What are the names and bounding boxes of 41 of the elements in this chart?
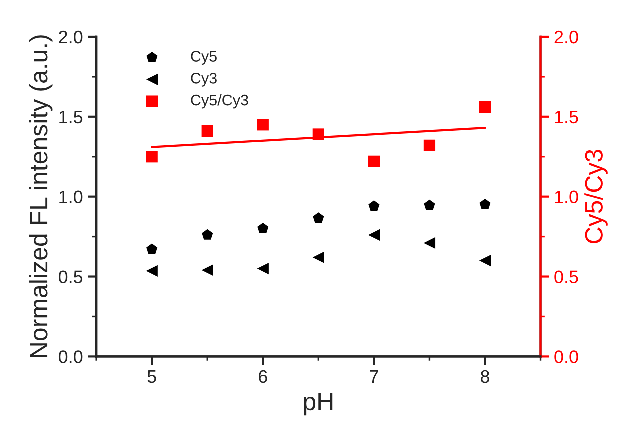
- y-axis-title: Normalized FL intensity (a.u.): [29, 36, 53, 358]
- point: [312, 128, 324, 140]
- x-tick-label: 7: [370, 370, 378, 383]
- point: [368, 200, 380, 212]
- point: [146, 151, 158, 163]
- point: [479, 102, 492, 114]
- x-axis-title: pH: [304, 393, 333, 416]
- y2-tick-label: 0.5: [554, 270, 578, 284]
- point: [202, 229, 214, 240]
- legend-label: Cy5: [191, 51, 217, 65]
- point: [368, 229, 380, 242]
- point: [424, 237, 436, 250]
- point: [313, 212, 324, 224]
- y2-tick-label: 1.5: [555, 111, 578, 124]
- y2-tick-label: 1.0: [555, 190, 578, 204]
- x-tick-label: 6: [259, 370, 268, 384]
- point: [424, 140, 436, 152]
- point: [202, 264, 214, 276]
- y-tick-label: 0.5: [58, 270, 83, 284]
- point: [257, 119, 269, 131]
- legend-label: Cy3: [191, 73, 217, 87]
- y2-axis-title: Cy5/Cy3: [584, 150, 608, 244]
- x-tick-label: 5: [148, 370, 156, 384]
- point: [258, 223, 269, 234]
- point: [146, 244, 158, 254]
- point: [146, 265, 158, 277]
- point: [257, 262, 269, 275]
- y-tick-label: 1.0: [60, 190, 83, 204]
- point: [368, 156, 380, 168]
- x-tick-label: 8: [481, 370, 490, 384]
- y-tick-label: 1.5: [60, 111, 83, 124]
- y2-tick-label: 0.0: [554, 350, 578, 364]
- y-tick-label: 2.0: [59, 30, 83, 44]
- point: [424, 200, 436, 210]
- y2-tick-label: 2.0: [554, 30, 578, 44]
- point: [479, 254, 492, 267]
- point: [480, 199, 491, 210]
- y-tick-label: 0.0: [58, 350, 83, 364]
- legend-label: Cy5/Cy3: [191, 94, 248, 109]
- point: [312, 252, 324, 264]
- point: [202, 125, 214, 138]
